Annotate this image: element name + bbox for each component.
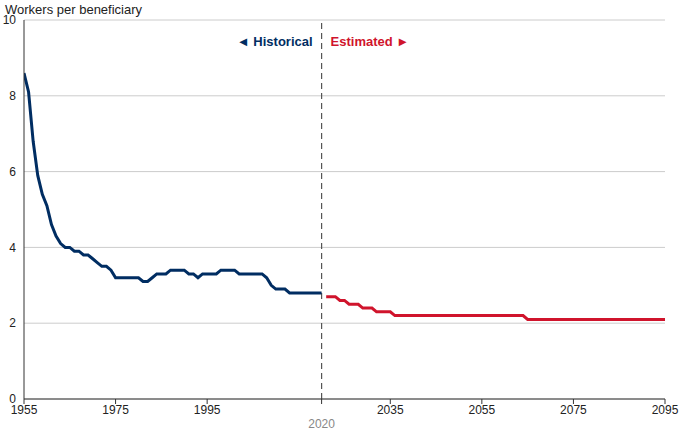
html-text:Workers per beneficiary: Workers per beneficiary [5, 2, 142, 17]
svg-text:2035: 2035 [377, 403, 404, 417]
svg-text:1995: 1995 [194, 403, 221, 417]
svg-text:2075: 2075 [560, 403, 587, 417]
svg-text:Estimated ►: Estimated ► [331, 34, 410, 49]
svg-text:2: 2 [9, 316, 16, 330]
svg-text:4: 4 [9, 241, 16, 255]
svg-text:2095: 2095 [652, 403, 675, 417]
svg-text:1955: 1955 [10, 403, 38, 417]
svg-text:2055: 2055 [469, 403, 496, 417]
svg-text:0: 0 [9, 392, 16, 406]
svg-text:◄ Historical: ◄ Historical [237, 34, 313, 49]
svg-text:2020: 2020 [308, 417, 335, 431]
svg-text:1975: 1975 [102, 403, 129, 417]
svg-text:6: 6 [9, 165, 16, 179]
svg-text:10: 10 [8, 13, 16, 27]
svg-text:8: 8 [9, 89, 16, 103]
